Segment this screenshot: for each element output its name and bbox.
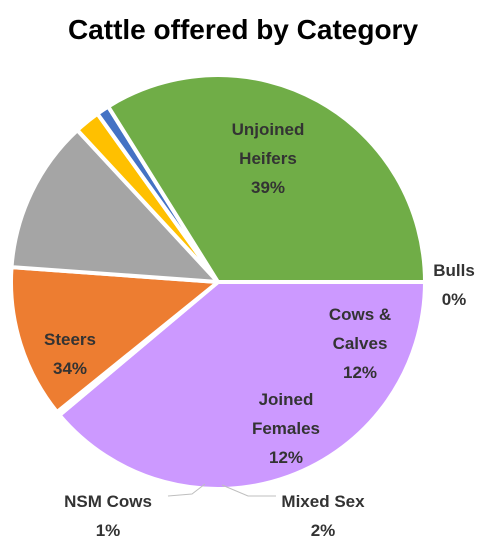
slice-name-label: Joined [259,390,314,409]
slices-layer [9,73,427,491]
slice-name-label: Bulls [433,261,475,280]
slice-name-label: NSM Cows [64,492,152,511]
leader-lines-layer [167,483,276,497]
slice-name-label: Cows & [329,305,391,324]
slice-label-mixed-sex: Mixed Sex 2% [281,492,365,540]
pie-slice-unjoined-heifers [57,280,427,491]
slice-name-label: Heifers [239,149,297,168]
slice-percent-label: 1% [96,521,121,540]
slice-name-label: Unjoined [232,120,305,139]
slice-label-cows-and-calves: Cows & Calves 12% [329,305,391,382]
slice-labels-layer: Unjoined Heifers 39% Bulls 0% Cows & Calves 12%… [44,120,475,540]
slice-label-steers: Steers 34% [44,330,96,378]
slice-percent-label: 39% [251,178,285,197]
slice-label-unjoined-heifers: Unjoined Heifers 39% [232,120,305,197]
pie-slice-joined-females [9,128,220,284]
slice-label-nsm-cows: NSM Cows 1% [64,492,152,540]
slice-percent-label: 0% [442,290,467,309]
pie-slice-steers [106,73,427,284]
leader-line-nsm-cows [167,483,206,497]
slice-name-label: Calves [333,334,388,353]
slice-name-label: Steers [44,330,96,349]
chart-title: Cattle offered by Category [67,14,419,45]
slice-name-label: Mixed Sex [281,492,365,511]
leader-line-mixed-sex [221,484,276,497]
pie-slice-cows-and-calves [9,265,220,415]
slice-label-bulls: Bulls 0% [433,261,475,309]
slice-percent-label: 34% [53,359,87,378]
slice-label-joined-females: Joined Females 12% [252,390,320,467]
slice-name-label: Females [252,419,320,438]
slice-percent-label: 12% [269,448,303,467]
slice-percent-label: 2% [311,521,336,540]
slice-percent-label: 12% [343,363,377,382]
